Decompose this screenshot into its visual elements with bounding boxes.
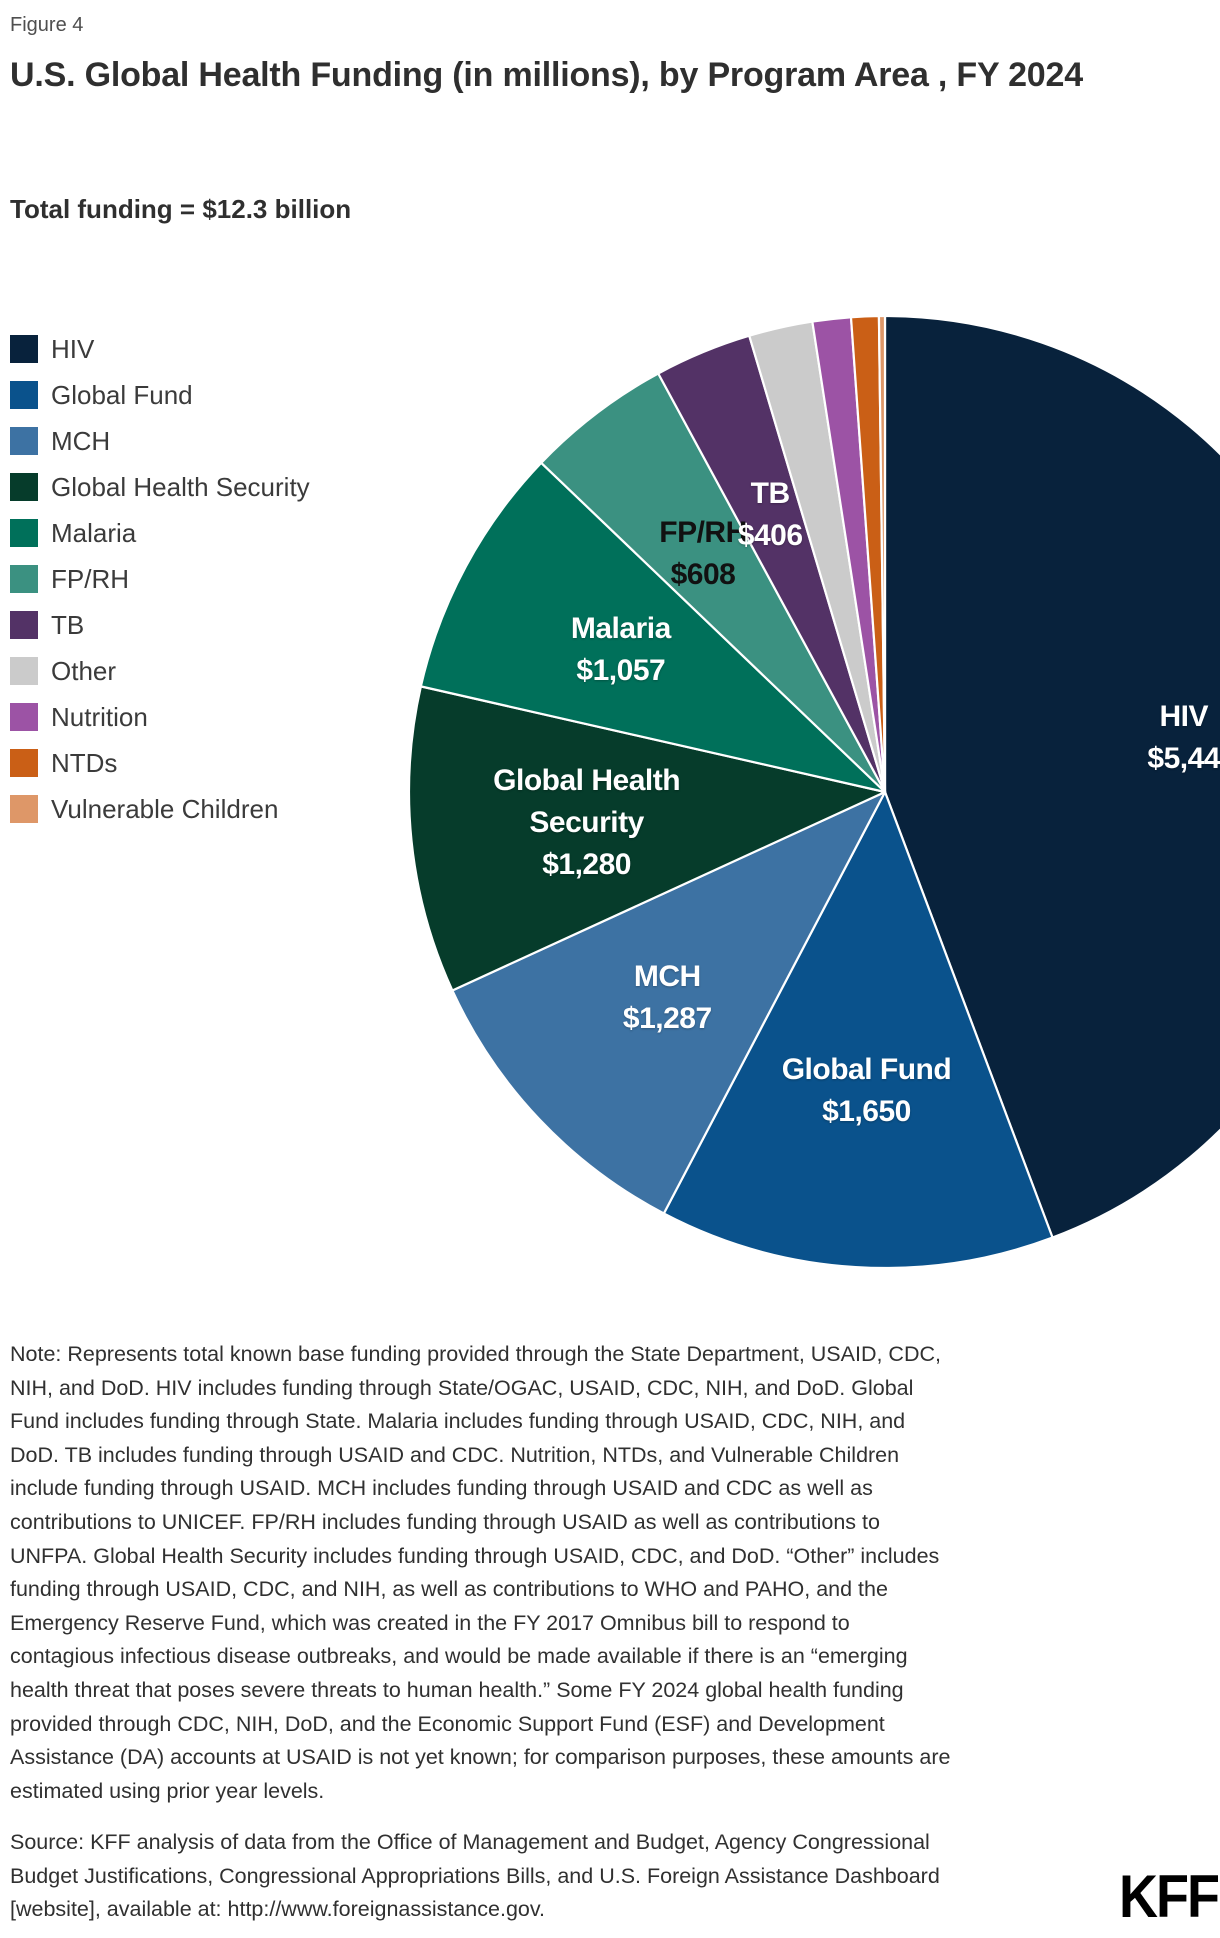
legend-swatch-nutrition [10, 703, 38, 731]
legend-label: HIV [51, 333, 95, 364]
slice-label-line: FP/RH [659, 515, 747, 549]
slice-label-line: Global Health [493, 763, 681, 797]
legend-item-hiv: HIV [10, 333, 310, 364]
legend-label: TB [51, 609, 85, 640]
slice-label-line: Global Fund [781, 1053, 952, 1087]
legend-label: FP/RH [51, 563, 129, 594]
pie-slice-global-health-security [407, 685, 887, 992]
slice-label-line: $406 [737, 518, 803, 552]
pie-slice-vulnerable-children [877, 314, 887, 794]
slice-label-line: Security [529, 805, 644, 839]
legend-swatch-ntds [10, 749, 38, 777]
slice-label-tb: TB $406 [738, 473, 803, 557]
legend-item-fp-rh: FP/RH [10, 563, 310, 594]
pie-slice-fp-rh [540, 372, 887, 794]
legend-label: Global Fund [51, 379, 193, 410]
source-text: Source: KFF analysis of data from the Of… [10, 1830, 940, 1922]
legend-label: Vulnerable Children [51, 793, 279, 824]
legend-swatch-other [10, 657, 38, 685]
slice-label-hiv: HIV $5,44 [1147, 696, 1220, 780]
legend-swatch-tb [10, 611, 38, 639]
pie-slice-hiv [883, 314, 1220, 1239]
note-text: Note: Represents total known base fundin… [10, 1342, 951, 1803]
legend-swatch-hiv [10, 335, 38, 363]
legend-item-mch: MCH [10, 425, 310, 456]
legend-label: Global Health Security [51, 471, 310, 502]
chart-legend: HIV Global Fund MCH Global Health Security M… [10, 333, 310, 841]
slice-label-line: HIV [1159, 700, 1208, 734]
legend-swatch-mch [10, 427, 38, 455]
slice-label-line: TB [750, 476, 790, 510]
legend-swatch-fp-rh [10, 565, 38, 593]
legend-swatch-vulnerable-children [10, 795, 38, 823]
legend-swatch-global-fund [10, 381, 38, 409]
slice-label-line: $5,44 [1147, 742, 1220, 776]
slice-label-malaria: Malaria $1,057 [571, 608, 671, 692]
slice-label-line: $1,057 [576, 653, 666, 687]
legend-item-other: Other [10, 655, 310, 686]
slice-label-fp-rh: FP/RH $608 [659, 512, 747, 596]
slice-label-line: $1,287 [622, 1002, 712, 1036]
legend-item-global-fund: Global Fund [10, 379, 310, 410]
legend-swatch-global-health-security [10, 473, 38, 501]
legend-label: NTDs [51, 747, 118, 778]
legend-swatch-malaria [10, 519, 38, 547]
legend-item-nutrition: Nutrition [10, 701, 310, 732]
chart-subtitle: Total funding = $12.3 billion [10, 194, 352, 224]
legend-label: Malaria [51, 517, 137, 548]
slice-label-line: Malaria [570, 611, 671, 645]
legend-item-malaria: Malaria [10, 517, 310, 548]
pie-slice-malaria [419, 461, 887, 794]
pie-slice-global-fund [662, 790, 1054, 1270]
pie-slice-mch [451, 790, 887, 1215]
legend-item-vulnerable-children: Vulnerable Children [10, 793, 310, 824]
slice-label-line: MCH [633, 960, 701, 994]
legend-label: Nutrition [51, 701, 148, 732]
legend-label: MCH [51, 425, 111, 456]
legend-label: Other [51, 655, 117, 686]
figure-label: Figure 4 [10, 14, 84, 36]
slice-label-global-health-security: Global Health Security $1,280 [493, 760, 680, 886]
legend-item-tb: TB [10, 609, 310, 640]
slice-label-mch: MCH $1,287 [623, 956, 712, 1040]
slice-label-line: $1,650 [822, 1095, 911, 1129]
legend-item-global-health-security: Global Health Security [10, 471, 310, 502]
slice-label-global-fund: Global Fund $1,650 [781, 1049, 952, 1133]
slice-label-line: $608 [670, 557, 736, 591]
kff-logo: KFF [1119, 1863, 1220, 1931]
slice-label-line: $1,280 [542, 847, 631, 881]
page-title: U.S. Global Health Funding (in millions)… [10, 56, 1083, 94]
legend-item-ntds: NTDs [10, 747, 310, 778]
